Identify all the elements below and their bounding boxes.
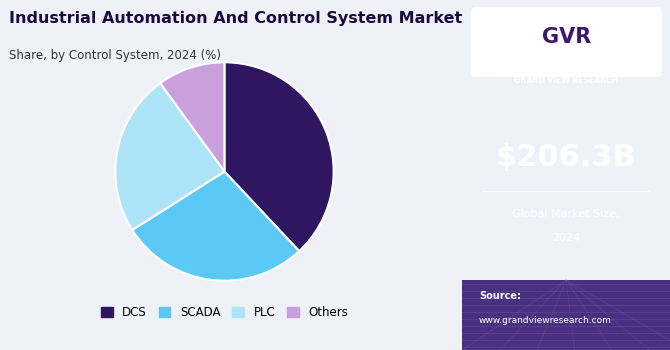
Text: GRAND VIEW RESEARCH: GRAND VIEW RESEARCH [514,76,618,85]
Text: Source:: Source: [479,291,521,301]
Wedge shape [132,172,299,281]
Wedge shape [160,62,224,172]
Wedge shape [224,62,334,251]
FancyBboxPatch shape [470,7,662,77]
Bar [462,280,670,350]
Legend: DCS, SCADA, PLC, Others: DCS, SCADA, PLC, Others [96,301,353,324]
Text: $206.3B: $206.3B [496,143,636,172]
Text: Global Market Size,: Global Market Size, [513,209,620,218]
Text: GVR: GVR [541,27,591,47]
Text: www.grandviewresearch.com: www.grandviewresearch.com [479,316,612,325]
Text: 2024: 2024 [552,233,580,243]
Wedge shape [115,83,224,230]
Text: Share, by Control System, 2024 (%): Share, by Control System, 2024 (%) [9,49,221,62]
Text: Industrial Automation And Control System Market: Industrial Automation And Control System… [9,10,462,26]
